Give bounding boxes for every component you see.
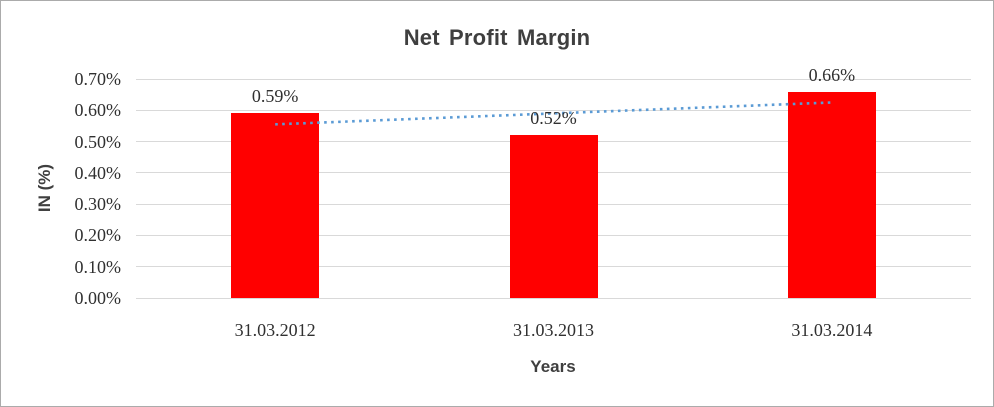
x-tick-label: 31.03.2014 <box>791 320 873 340</box>
chart-title: Net Profit Margin <box>403 25 591 50</box>
bar-data-label: 0.52% <box>530 108 577 129</box>
y-tick-label: 0.00% <box>74 288 122 308</box>
bar <box>509 135 598 298</box>
bar-data-label: 0.59% <box>251 86 299 107</box>
x-tick-label: 31.03.2013 <box>513 320 594 340</box>
bar-data-label: 0.66% <box>808 64 856 85</box>
x-tick-label: 31.03.2012 <box>234 320 316 340</box>
y-tick-label: 0.30% <box>74 194 122 215</box>
y-tick-label: 0.20% <box>74 225 122 246</box>
gridline <box>136 109 971 111</box>
y-tick-label: 0.10% <box>74 256 122 277</box>
y-tick-label: 0.60% <box>74 100 122 121</box>
plot-area: 0.59% 0.52% 0.66% <box>136 65 971 299</box>
gridline <box>136 78 971 80</box>
bar <box>787 91 876 298</box>
trendline <box>275 101 832 126</box>
y-tick-label: 0.40% <box>74 162 122 183</box>
bar <box>231 113 320 298</box>
y-tick-label: 0.50% <box>74 131 122 152</box>
y-tick-label: 0.70% <box>74 69 122 89</box>
gridline <box>136 297 971 299</box>
x-axis-title: Years <box>530 357 576 376</box>
